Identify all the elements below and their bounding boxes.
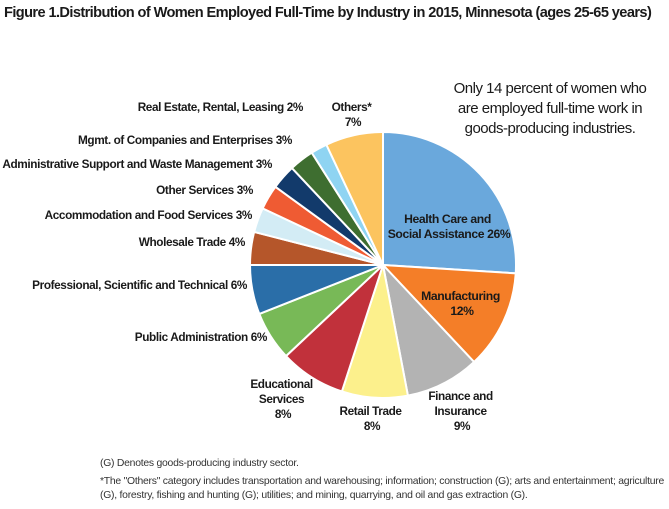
pie-slices (248, 130, 517, 399)
slice-label-finance-name-1: Finance and (428, 389, 493, 403)
pie-labels: Health Care and Social Assistance 26% Ma… (2, 100, 511, 433)
slice-label-others-value: 7% (345, 115, 362, 129)
slice-label-wholesale-name: Wholesale Trade (139, 235, 227, 249)
pie-slice-health-care-and-social-assistance (382, 130, 517, 275)
pie-slice-others (325, 130, 384, 266)
slice-label-admin-support: Administrative Support and Waste Managem… (2, 157, 273, 171)
slice-label-mgmt: Mgmt. of Companies and Enterprises 3% (78, 133, 293, 147)
footnote-goods-producing: (G) Denotes goods-producing industry sec… (100, 458, 299, 469)
footnote-others-category: *The "Others" category includes transpor… (100, 475, 664, 502)
slice-label-real-estate-name: Real Estate, Rental, Leasing (138, 100, 284, 114)
slice-label-wholesale-value: 4% (229, 235, 246, 249)
slice-label-others: Others* 7% (332, 100, 375, 129)
slice-label-finance-value: 9% (454, 419, 471, 433)
slice-label-public-admin-value: 6% (251, 330, 268, 344)
slice-label-educational-value: 8% (275, 407, 292, 421)
slice-label-retail-value: 8% (364, 419, 381, 433)
slice-label-educational: Educational Services 8% (250, 377, 315, 421)
slice-label-public-admin: Public Administration 6% (135, 330, 268, 344)
slice-label-health-care-name-2: Social Assistance 26% (388, 227, 511, 241)
slice-label-manufacturing-name: Manufacturing (421, 289, 500, 303)
slice-label-accommodation: Accommodation and Food Services 3% (45, 208, 253, 222)
slice-label-wholesale: Wholesale Trade 4% (139, 235, 246, 249)
slice-label-educational-name-1: Educational (250, 377, 313, 391)
slice-label-admin-support-value: 3% (256, 157, 273, 171)
slice-label-professional: Professional, Scientific and Technical 6… (32, 278, 248, 292)
slice-label-educational-name-2: Services (259, 392, 305, 406)
slice-label-real-estate-value: 2% (287, 100, 304, 114)
goods-producing-callout: Only 14 percent of women who are employe… (453, 80, 647, 137)
slice-label-public-admin-name: Public Administration (135, 330, 248, 344)
slice-label-admin-support-name: Administrative Support and Waste Managem… (2, 157, 253, 171)
slice-label-finance: Finance and Insurance 9% (428, 389, 495, 433)
slice-label-other-services: Other Services 3% (156, 183, 254, 197)
slice-label-retail: Retail Trade 8% (340, 404, 405, 433)
slice-label-manufacturing-value: 12% (450, 304, 474, 318)
slice-label-retail-name: Retail Trade (340, 404, 403, 418)
slice-label-health-care-name-1: Health Care and (404, 212, 491, 226)
slice-label-accommodation-value: 3% (236, 208, 253, 222)
slice-label-real-estate: Real Estate, Rental, Leasing 2% (138, 100, 304, 114)
chart-title: Figure 1.Distribution of Women Employed … (4, 5, 652, 21)
slice-label-manufacturing: Manufacturing 12% (421, 289, 503, 318)
footnotes: (G) Denotes goods-producing industry sec… (100, 457, 668, 507)
slice-label-mgmt-value: 3% (276, 133, 293, 147)
slice-label-mgmt-name: Mgmt. of Companies and Enterprises (78, 133, 274, 147)
slice-label-finance-name-2: Insurance (434, 404, 487, 418)
slice-label-other-services-value: 3% (237, 183, 254, 197)
slice-label-professional-name: Professional, Scientific and Technical (32, 278, 228, 292)
slice-label-other-services-name: Other Services (156, 183, 235, 197)
slice-label-health-care-value: 26% (487, 227, 511, 241)
slice-label-others-name: Others* (332, 100, 373, 114)
slice-label-accommodation-name: Accommodation and Food Services (45, 208, 234, 222)
slice-label-professional-value: 6% (231, 278, 248, 292)
slice-label-health-care: Health Care and Social Assistance 26% (388, 212, 511, 241)
pie-slice-manufacturing (380, 263, 517, 364)
